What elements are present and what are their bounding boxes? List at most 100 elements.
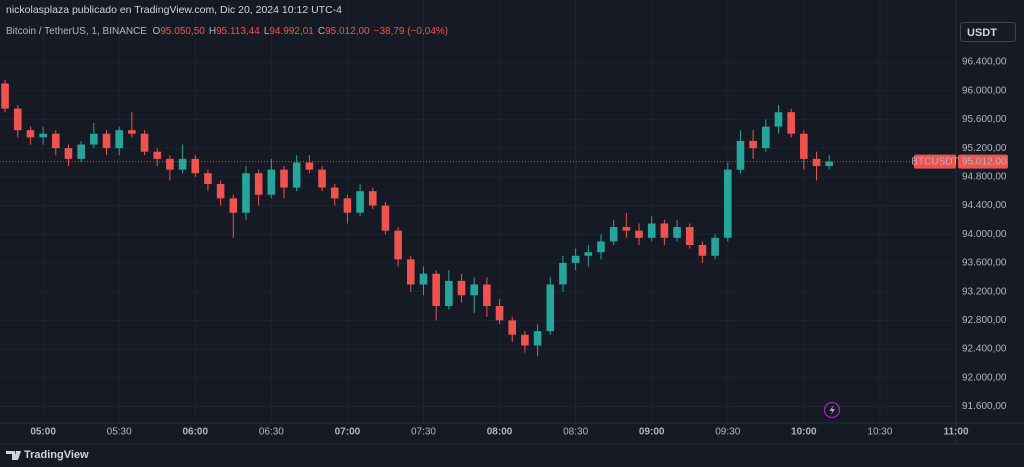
- candle-body: [635, 230, 643, 238]
- candle-body: [229, 198, 238, 213]
- axes: 96.400,00 96.000,00 95.600,00 95.200,00 94.8…: [30, 57, 1008, 438]
- x-tick-label: 06:00: [182, 427, 208, 438]
- candle-body: [495, 306, 504, 321]
- candle-body: [216, 183, 225, 199]
- candle-body: [521, 334, 529, 346]
- candle-body: [51, 133, 60, 149]
- candle-body: [39, 133, 47, 138]
- candle-body: [356, 191, 364, 213]
- change: −38,79 (−0,04%): [373, 26, 449, 37]
- candle-body: [698, 245, 707, 256]
- candle-body: [457, 280, 466, 296]
- footer-brand: TradingView: [24, 449, 89, 461]
- candle-body: [533, 331, 542, 346]
- price-axis-panel: [956, 0, 1024, 444]
- symbol-tag: BTCUSDT: [911, 157, 958, 168]
- last-price-tag-bg: [958, 154, 1008, 169]
- y-tick-label: 92.800,00: [962, 315, 1007, 326]
- y-tick-label: 91.600,00: [962, 401, 1007, 412]
- ohlc-label: C: [317, 26, 326, 37]
- candle-body: [787, 112, 795, 134]
- y-tick-label: 93.200,00: [962, 286, 1007, 297]
- currency-button[interactable]: USDT: [960, 22, 1016, 42]
- candle-body: [445, 280, 453, 307]
- y-tick-label: 95.200,00: [962, 143, 1007, 154]
- ohlc-label: H: [208, 26, 217, 37]
- ohlc: O95.050,50 H95.113,44 L94.992,01 C95.012,00: [153, 26, 374, 37]
- candle-body: [191, 158, 200, 174]
- symbol-title: Bitcoin / TetherUS, 1, BINANCE: [6, 26, 147, 37]
- candle-body: [559, 262, 567, 285]
- candle-body: [318, 169, 326, 188]
- candle-body: [609, 227, 618, 242]
- candle-body: [128, 130, 136, 134]
- candle-body: [204, 173, 212, 184]
- candle-body: [749, 140, 757, 149]
- candle-body: [825, 161, 834, 167]
- x-tick-label: 07:30: [411, 427, 436, 438]
- x-tick-label: 08:30: [563, 427, 588, 438]
- candle-body: [685, 227, 694, 246]
- ohlc-label: O: [152, 26, 161, 37]
- candle-body: [508, 320, 517, 335]
- candle-body: [115, 130, 123, 149]
- x-tick-label: 07:00: [335, 427, 361, 438]
- x-tick-label: 08:00: [487, 427, 513, 438]
- candle-body: [800, 133, 808, 159]
- y-tick-label: 92.400,00: [962, 344, 1007, 355]
- header: nickolasplaza publicado en TradingView.c…: [6, 4, 342, 16]
- candle-body: [153, 151, 162, 159]
- x-tick-label: 11:00: [943, 427, 968, 438]
- candle-body: [26, 130, 35, 138]
- lightning-icon[interactable]: [823, 401, 841, 419]
- candle-body: [647, 223, 656, 238]
- candle-body: [140, 133, 149, 152]
- tradingview-logo: [6, 451, 21, 460]
- y-tick-label: 94.000,00: [962, 229, 1007, 240]
- candle-body: [432, 273, 440, 307]
- candle-body: [406, 259, 415, 285]
- candle-body: [419, 273, 428, 285]
- candle-body: [1, 83, 9, 109]
- ohlc-value: 94.992,01: [269, 26, 314, 37]
- candle-body: [483, 284, 491, 307]
- ohlc-value: 95.050,50: [160, 26, 205, 37]
- plot: [0, 79, 956, 357]
- y-tick-label: 93.600,00: [962, 258, 1007, 269]
- x-tick-label: 09:30: [715, 427, 740, 438]
- legend: Bitcoin / TetherUS, 1, BINANCE O95.050,5…: [6, 26, 448, 37]
- candle-body: [622, 227, 631, 231]
- x-tick-label: 10:30: [867, 427, 892, 438]
- y-tick-label: 94.400,00: [962, 200, 1007, 211]
- candle-body: [102, 133, 111, 149]
- candle-body: [470, 284, 478, 296]
- candle-body: [597, 241, 605, 253]
- candle-body: [254, 173, 263, 195]
- candle-body: [381, 205, 390, 231]
- candle-body: [660, 223, 669, 238]
- ohlc-value: 95.113,44: [216, 26, 260, 37]
- candle-body: [762, 126, 770, 149]
- candle-body: [280, 169, 288, 188]
- candle-body: [242, 173, 250, 213]
- candle-body: [812, 158, 821, 167]
- x-tick-label: 05:00: [30, 427, 56, 438]
- x-tick-label: 09:00: [639, 427, 665, 438]
- x-tick-label: 06:30: [259, 427, 284, 438]
- candle-body: [723, 169, 732, 238]
- candle-body: [292, 162, 301, 188]
- candle-body: [305, 162, 314, 170]
- candle-body: [736, 140, 745, 170]
- candle-body: [673, 227, 681, 238]
- candle-body: [546, 284, 555, 332]
- y-tick-label: 95.600,00: [962, 114, 1007, 125]
- candle-body: [178, 158, 187, 170]
- candle-body: [394, 230, 402, 260]
- candle-body: [368, 191, 377, 206]
- y-tick-label: 94.800,00: [962, 171, 1007, 182]
- y-tick-label: 92.000,00: [962, 372, 1007, 383]
- candle-body: [571, 255, 580, 263]
